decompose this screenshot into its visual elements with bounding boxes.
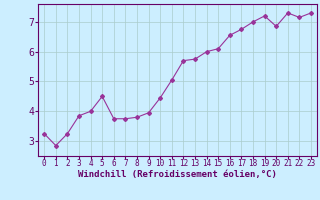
X-axis label: Windchill (Refroidissement éolien,°C): Windchill (Refroidissement éolien,°C) bbox=[78, 170, 277, 179]
